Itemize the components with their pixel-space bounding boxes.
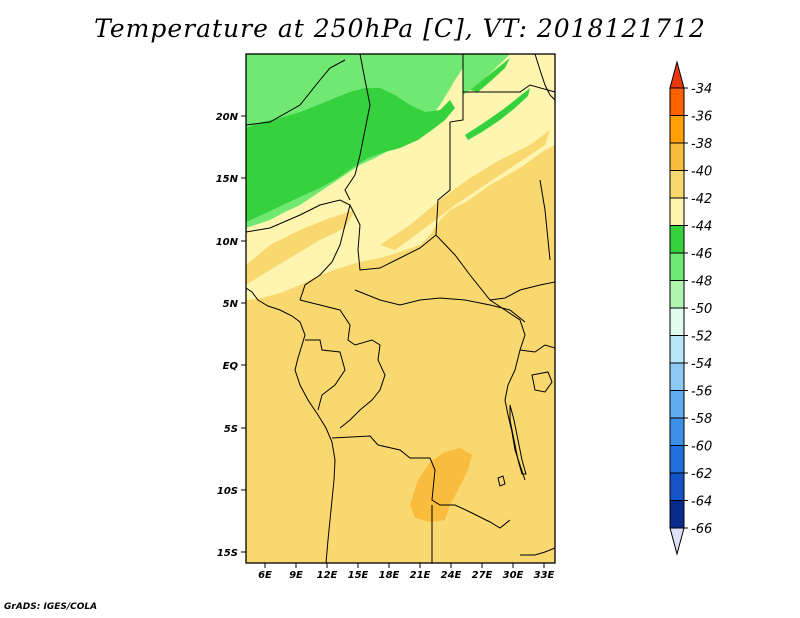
lon-label: 24E [441, 570, 462, 581]
colorbar-swatch [669, 417, 685, 446]
colorbar-top-arrow [669, 60, 685, 89]
border-cameroon [299, 299, 381, 361]
lat-label: 10N [216, 237, 239, 248]
colorbar-label: -56 [691, 385, 712, 400]
colorbar-label: -52 [691, 330, 712, 345]
colorbar-swatch [669, 115, 685, 144]
colorbar-bottom-arrow [669, 527, 685, 556]
coastline-west [246, 287, 336, 563]
lon-label: 27E [472, 570, 493, 581]
border-egypt-sudan [463, 84, 555, 93]
colorbar-label: -54 [691, 357, 712, 372]
colorbar-swatch [669, 142, 685, 171]
border-gabon-congo [305, 339, 346, 411]
colorbar-label: -44 [691, 220, 712, 235]
colorbar-label: -64 [691, 495, 712, 510]
map-title: Temperature at 250hPa [C], VT: 201812171… [94, 14, 706, 43]
grads-credit: GrADS: IGES/COLA [4, 602, 98, 612]
border-south-sudan [489, 281, 555, 301]
colorbar-label: -62 [691, 467, 712, 482]
colorbar-swatch [669, 335, 685, 364]
lon-label: 33E [534, 570, 555, 581]
colorbar-swatch [669, 445, 685, 474]
colorbar-swatch [669, 225, 685, 254]
field-dark-green-streak [470, 58, 510, 92]
border-congo-drc [339, 359, 386, 429]
field-dark-green-region [246, 88, 455, 222]
lake-victoria [531, 371, 553, 393]
colorbar-label: -48 [691, 275, 712, 290]
colorbar-swatch [669, 252, 685, 281]
border-algeria-niger [246, 59, 346, 126]
lat-label: 15N [216, 174, 239, 185]
border-zambia-malawi [520, 547, 555, 556]
colorbar-label: -46 [691, 247, 712, 262]
colorbar-label: -34 [691, 82, 712, 97]
borders [246, 54, 555, 563]
colorbar-label: -38 [691, 137, 712, 152]
lat-label: 5S [224, 424, 238, 435]
colorbar-label: -40 [691, 165, 712, 180]
lake-tanganyika [509, 404, 527, 475]
colorbar-label: -36 [691, 110, 712, 125]
colorbar-label: -58 [691, 412, 712, 427]
lon-label: 30E [503, 570, 524, 581]
border-car-drc [354, 289, 526, 323]
colorbar-swatch [669, 362, 685, 391]
lat-label: EQ [223, 361, 239, 372]
colorbar-swatch [669, 170, 685, 199]
border-niger-chad [344, 54, 371, 201]
lon-label: 6E [258, 570, 272, 581]
colorbar-swatch [669, 307, 685, 336]
temperature-field [246, 54, 555, 563]
border-sudan-ethiopia [539, 179, 551, 261]
colorbar-swatch [669, 197, 685, 226]
field-yellow-streak [430, 145, 555, 300]
border-uganda-kenya [519, 344, 555, 353]
field-orange-region [410, 448, 472, 522]
border-niger-nigeria [246, 199, 351, 301]
lon-label: 9E [289, 570, 303, 581]
colorbar-swatch [669, 87, 685, 116]
colorbar-labels: -34 -36 -38 -40 -42 -44 -46 -48 -50 -52 -54 -56 -58 -… [684, 82, 712, 537]
border-libya-sudan [435, 54, 464, 236]
colorbar-label: -66 [691, 522, 712, 537]
lon-label: 18E [379, 570, 400, 581]
border-drc-angola [331, 435, 511, 529]
axis-ticks [241, 115, 545, 568]
lat-labels: 20N 15N 10N 5N EQ 5S 10S 15S [216, 112, 239, 559]
colorbar-label: -42 [691, 192, 712, 207]
colorbar-swatch [669, 500, 685, 529]
colorbar-boxes [669, 87, 685, 529]
lat-label: 5N [223, 299, 239, 310]
border-chad-car [349, 204, 526, 371]
lon-label: 15E [348, 570, 369, 581]
lon-label: 21E [410, 570, 431, 581]
lat-label: 20N [216, 112, 239, 123]
lat-label: 10S [217, 486, 238, 497]
colorbar-label: -60 [691, 440, 712, 455]
coast-red-sea [534, 54, 555, 101]
colorbar-swatch [669, 390, 685, 419]
lon-labels: 6E 9E 12E 15E 18E 21E 24E 27E 30E 33E [258, 570, 554, 581]
colorbar-swatch [669, 280, 685, 309]
field-light-green-region [463, 54, 510, 95]
colorbar: -34 -36 -38 -40 -42 -44 -46 -48 -50 -52 -54 -56 -58 -… [669, 60, 712, 556]
field-yellow-streak [246, 210, 355, 285]
lake-mweru [497, 475, 506, 487]
colorbar-swatch [669, 472, 685, 501]
colorbar-label: -50 [691, 302, 712, 317]
map-frame [245, 53, 556, 564]
field-yellow-streak [380, 130, 550, 250]
field-dark-green-streak [465, 88, 530, 140]
lon-label: 12E [317, 570, 338, 581]
lat-label: 15S [217, 548, 238, 559]
